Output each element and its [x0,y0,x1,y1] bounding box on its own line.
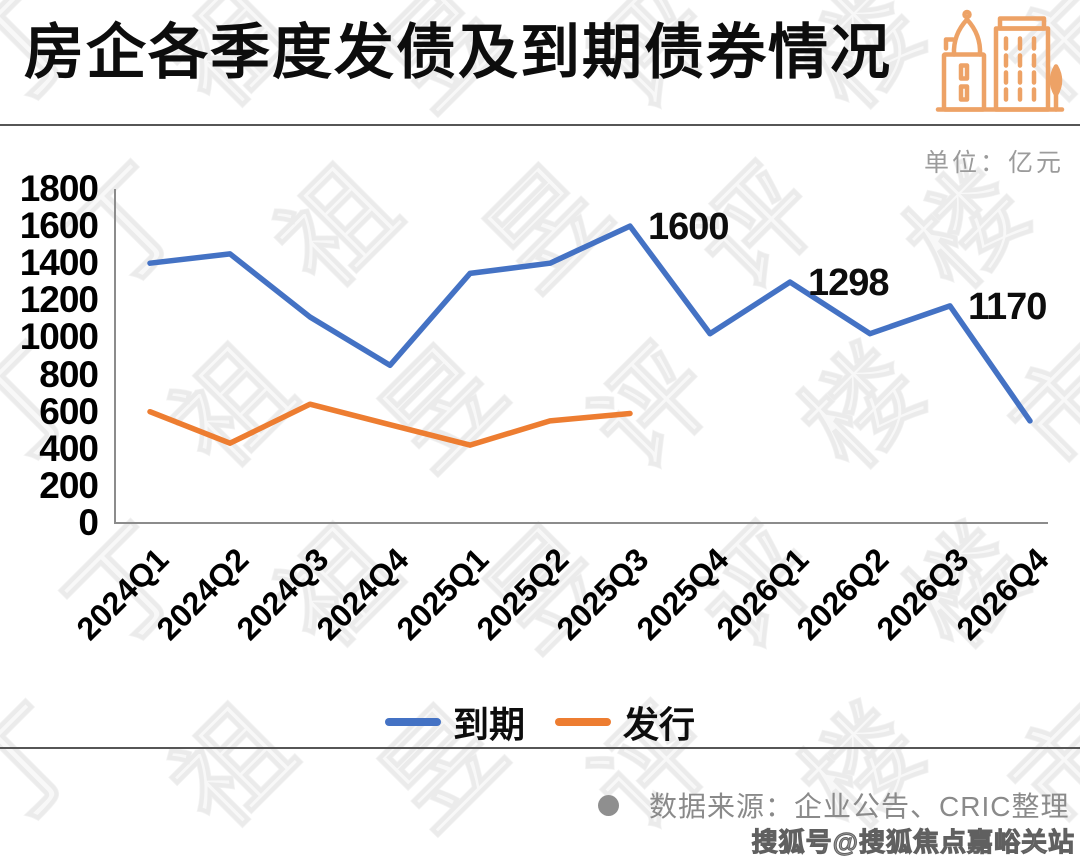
sohu-account-watermark: 搜狐号@搜狐焦点嘉峪关站 [751,827,1075,858]
icon-window [958,63,970,81]
y-tick-label: 1000 [19,316,99,358]
data-point-label: 1298 [808,262,890,305]
y-tick-label: 0 [78,502,99,543]
footer-divider [0,747,1080,749]
maturity-line [147,223,1033,424]
issuance-line [147,401,633,448]
source-row: 数据来源：企业公告、CRIC整理 [598,785,1069,825]
icon-roof-cap [997,16,1047,31]
icon-tree [1049,64,1063,112]
y-tick-label: 1800 [19,168,99,209]
unit-label: 单位：亿元 [923,149,1064,177]
data-point-label: 1600 [648,206,730,249]
axis-lines [114,189,1048,524]
data-source-text: 数据来源：企业公告、CRIC整理 [649,791,1070,822]
icon-dome [951,17,983,57]
y-tick-label: 1400 [19,242,99,284]
y-tick-label: 200 [39,464,99,506]
issuance-legend-label: 发行 [623,704,696,745]
page-title: 房企各季度发债及到期债券情况 [24,19,892,86]
y-tick-label: 400 [39,427,99,469]
y-tick-label: 600 [39,390,99,432]
y-tick-label: 800 [39,353,99,395]
icon-left-tower [941,52,987,112]
maturity-legend-label: 到期 [452,704,525,745]
icon-window-grid [1003,36,1037,102]
header-divider [0,124,1080,126]
icon-antenna [943,37,956,51]
issuance-legend-swatch [555,718,611,726]
icon-spire [962,9,972,20]
bullet-dot-icon [598,794,619,816]
buildings-icon [935,9,1065,112]
chart-legend: 到期 发行 [0,696,1080,748]
y-tick-label: 1600 [19,205,99,247]
data-point-label: 1170 [968,285,1047,328]
maturity-legend-swatch [384,718,441,726]
icon-window [958,84,970,102]
y-tick-label: 1200 [19,279,99,321]
